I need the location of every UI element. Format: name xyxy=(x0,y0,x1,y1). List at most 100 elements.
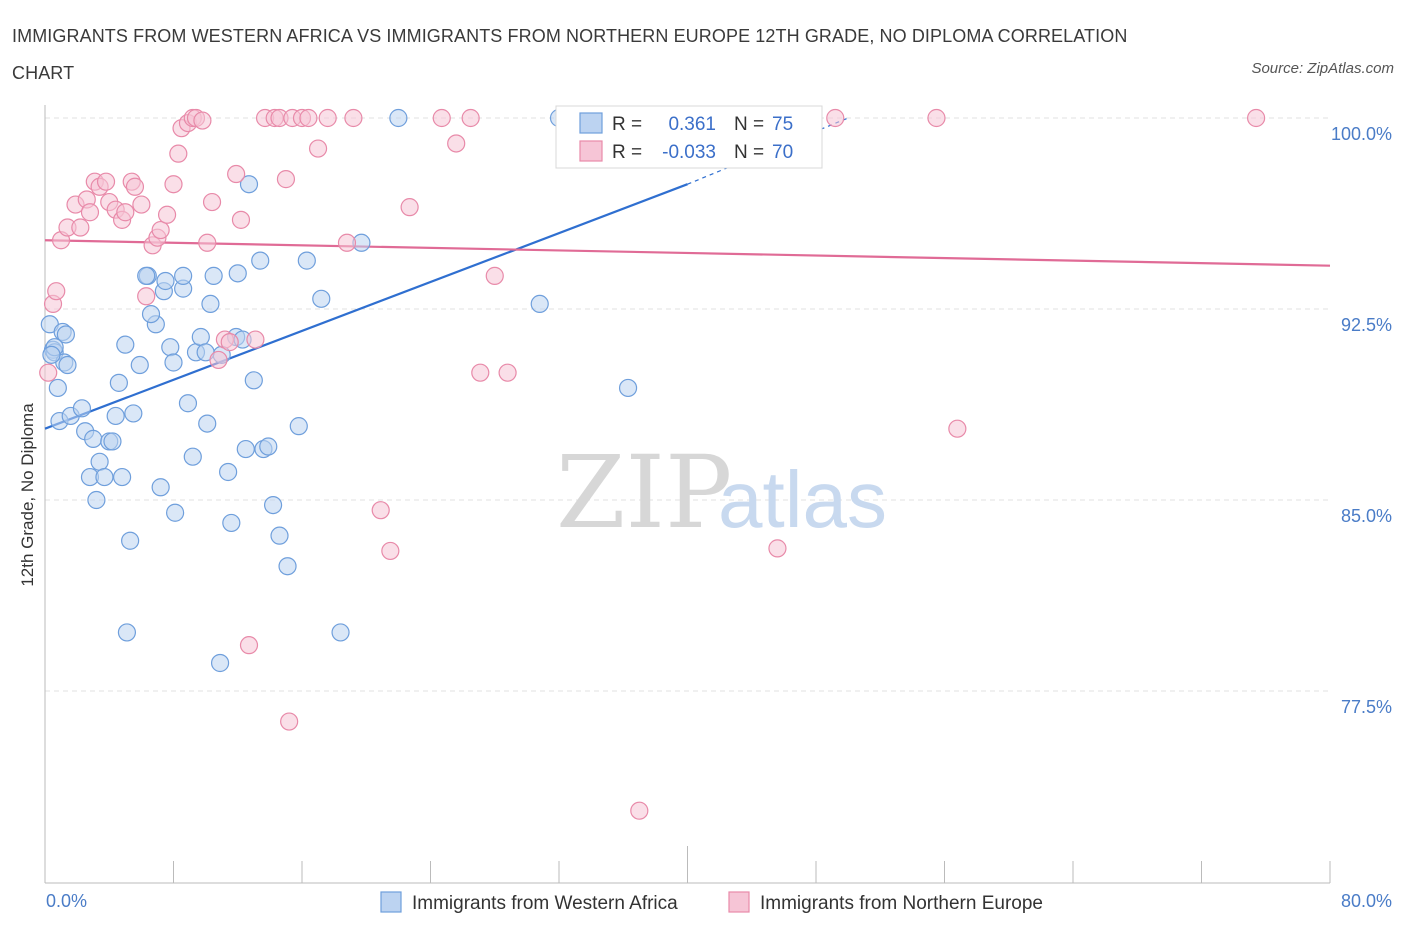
point-western-africa-70 xyxy=(137,266,156,285)
point-western-africa-53 xyxy=(263,495,283,515)
trend-line-western-africa xyxy=(44,183,688,430)
point-western-africa-8 xyxy=(72,399,92,418)
point-northern-europe-22 xyxy=(151,220,170,240)
point-western-africa-38 xyxy=(201,294,220,314)
y-tick-label-0: 100.0% xyxy=(1331,124,1392,144)
point-western-africa-50 xyxy=(251,251,270,270)
point-western-africa-64 xyxy=(618,378,638,398)
point-northern-europe-53 xyxy=(400,198,419,217)
point-western-africa-47 xyxy=(236,439,255,459)
point-northern-europe-38 xyxy=(239,636,259,655)
point-western-africa-71 xyxy=(174,266,193,285)
chart-source: Source: ZipAtlas.com xyxy=(1251,60,1394,77)
point-northern-europe-51 xyxy=(371,501,390,520)
point-western-africa-57 xyxy=(312,289,331,308)
point-northern-europe-48 xyxy=(318,108,337,128)
point-northern-europe-24 xyxy=(164,175,183,194)
point-northern-europe-35 xyxy=(220,333,239,352)
watermark-zip: ZIP xyxy=(556,434,732,551)
point-western-africa-44 xyxy=(210,653,230,673)
chart-title: IMMIGRANTS FROM WESTERN AFRICA VS IMMIGR… xyxy=(12,26,1128,83)
point-northern-europe-0 xyxy=(39,363,58,382)
point-northern-europe-69 xyxy=(630,801,649,820)
stats-n-label-blue: N = xyxy=(734,114,764,135)
point-western-africa-28 xyxy=(161,338,180,357)
point-western-africa-52 xyxy=(259,437,278,456)
point-northern-europe-47 xyxy=(308,139,328,158)
point-western-africa-20 xyxy=(112,467,132,487)
point-northern-europe-32 xyxy=(202,192,222,212)
point-northern-europe-52 xyxy=(381,541,400,561)
point-northern-europe-49 xyxy=(337,233,357,252)
point-northern-europe-63 xyxy=(768,539,787,558)
point-western-africa-54 xyxy=(270,526,289,545)
point-northern-europe-54 xyxy=(432,108,451,128)
gridlines xyxy=(45,117,1330,692)
point-western-africa-67 xyxy=(58,355,77,375)
point-northern-europe-67 xyxy=(1247,108,1266,128)
stats-n-value-pink: 70 xyxy=(772,142,793,163)
point-northern-europe-25 xyxy=(169,144,188,163)
y-axis-title: 12th Grade, No Diploma xyxy=(18,403,37,587)
point-western-africa-39 xyxy=(198,414,217,433)
point-northern-europe-56 xyxy=(461,108,480,128)
point-northern-europe-46 xyxy=(299,108,318,128)
point-northern-europe-66 xyxy=(948,419,967,438)
point-northern-europe-31 xyxy=(198,233,217,252)
point-western-africa-17 xyxy=(109,373,128,392)
point-western-africa-14 xyxy=(87,490,106,510)
point-western-africa-62 xyxy=(530,294,549,314)
y-tick-labels: 100.0% 92.5% 85.0% 77.5% xyxy=(1331,124,1392,717)
stats-box: R = 0.361 N = 75 R = -0.033 N = 70 xyxy=(555,105,823,169)
point-northern-europe-68 xyxy=(280,712,299,731)
point-northern-europe-19 xyxy=(137,287,156,306)
point-northern-europe-23 xyxy=(157,205,177,224)
point-northern-europe-50 xyxy=(344,108,363,128)
point-western-africa-55 xyxy=(278,557,297,576)
point-western-africa-6 xyxy=(56,325,75,344)
point-western-africa-69 xyxy=(103,432,122,451)
point-northern-europe-18 xyxy=(132,195,151,214)
point-western-africa-21 xyxy=(117,623,137,642)
point-northern-europe-57 xyxy=(471,363,490,382)
stats-r-value-blue: 0.361 xyxy=(668,114,716,135)
legend: Immigrants from Western Africa Immigrant… xyxy=(380,891,1043,914)
watermark-atlas: atlas xyxy=(718,455,887,544)
legend-label-northern-europe: Immigrants from Northern Europe xyxy=(760,893,1043,914)
data-points xyxy=(39,108,1266,820)
point-western-africa-13 xyxy=(90,452,109,471)
point-northern-europe-37 xyxy=(231,210,251,229)
point-northern-europe-64 xyxy=(826,108,845,128)
y-tick-label-2: 85.0% xyxy=(1341,506,1392,526)
point-western-africa-68 xyxy=(95,467,114,487)
legend-swatch-northern-europe xyxy=(728,891,750,913)
stats-swatch-pink xyxy=(579,140,603,162)
point-northern-europe-11 xyxy=(96,172,116,191)
point-northern-europe-36 xyxy=(227,164,246,184)
point-northern-europe-15 xyxy=(116,203,135,222)
stats-r-label-pink: R = xyxy=(612,142,642,163)
legend-label-western-africa: Immigrants from Western Africa xyxy=(412,893,678,914)
point-northern-europe-43 xyxy=(276,170,296,189)
stats-n-label-pink: N = xyxy=(734,142,764,163)
x-tick-label-max: 80.0% xyxy=(1341,891,1392,911)
point-western-africa-37 xyxy=(191,327,210,347)
point-western-africa-61 xyxy=(389,108,408,128)
legend-swatch-western-africa xyxy=(380,891,402,913)
point-western-africa-23 xyxy=(130,355,149,375)
trend-line-northern-europe xyxy=(44,239,1331,267)
point-northern-europe-65 xyxy=(927,108,946,128)
point-western-africa-60 xyxy=(297,251,316,270)
point-northern-europe-58 xyxy=(485,266,504,285)
point-western-africa-58 xyxy=(331,623,350,642)
stats-n-value-blue: 75 xyxy=(772,114,793,135)
point-western-africa-49 xyxy=(244,371,263,390)
point-western-africa-40 xyxy=(204,266,223,285)
point-western-africa-34 xyxy=(183,447,202,466)
point-western-africa-45 xyxy=(228,264,247,283)
point-northern-europe-30 xyxy=(193,111,212,130)
point-northern-europe-33 xyxy=(209,350,228,370)
point-western-africa-48 xyxy=(239,175,259,194)
point-western-africa-74 xyxy=(42,345,61,364)
